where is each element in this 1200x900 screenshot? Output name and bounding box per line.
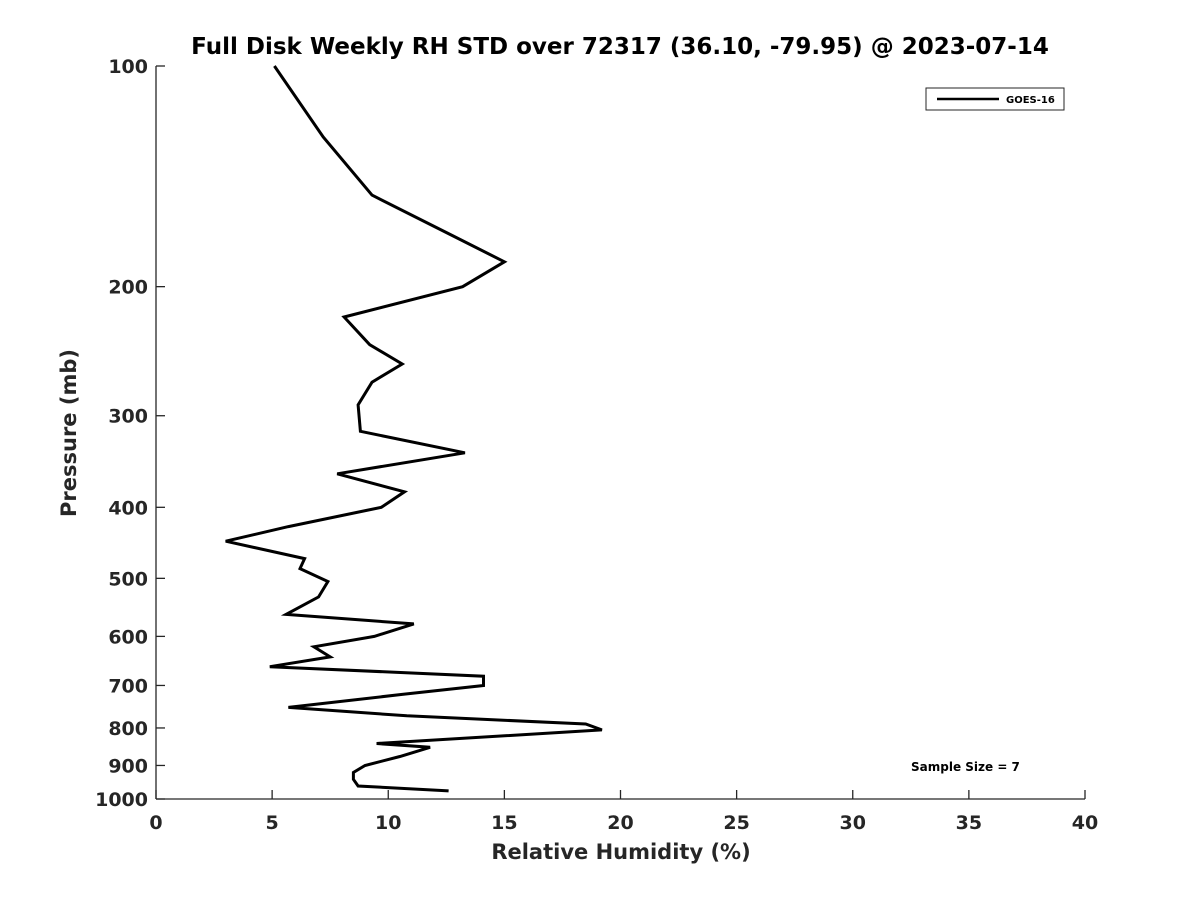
series-layer	[225, 65, 603, 793]
axis-ticks: 0 5 10 15 20 25 30 35 40 100 200 300 400 500 600 700 800…	[95, 56, 1098, 834]
series-line-goes-16	[225, 65, 603, 793]
y-tick-label: 400	[108, 497, 148, 519]
legend: GOES-16	[925, 87, 1065, 111]
sample-size-annotation: Sample Size = 7	[911, 760, 1020, 774]
y-tick-label: 700	[108, 675, 148, 697]
x-tick-label: 35	[956, 812, 982, 834]
x-tick-label: 25	[723, 812, 749, 834]
y-tick-label: 500	[108, 568, 148, 590]
y-tick-label: 900	[108, 755, 148, 777]
x-tick-label: 15	[491, 812, 517, 834]
x-tick-label: 40	[1072, 812, 1098, 834]
chart-title: Full Disk Weekly RH STD over 72317 (36.1…	[191, 34, 1049, 60]
legend-label: GOES-16	[1006, 95, 1055, 106]
y-tick-label: 300	[108, 406, 148, 428]
x-axis-label: Relative Humidity (%)	[491, 840, 750, 864]
y-tick-label: 100	[108, 56, 148, 78]
x-tick-label: 5	[266, 812, 279, 834]
y-tick-label: 1000	[95, 789, 148, 811]
x-tick-label: 20	[607, 812, 633, 834]
x-tick-label: 30	[840, 812, 866, 834]
y-tick-label: 600	[108, 626, 148, 648]
x-tick-label: 10	[375, 812, 401, 834]
y-tick-label: 800	[108, 718, 148, 740]
x-tick-label: 0	[149, 812, 162, 834]
y-axis-label: Pressure (mb)	[57, 349, 81, 517]
y-tick-label: 200	[108, 277, 148, 299]
